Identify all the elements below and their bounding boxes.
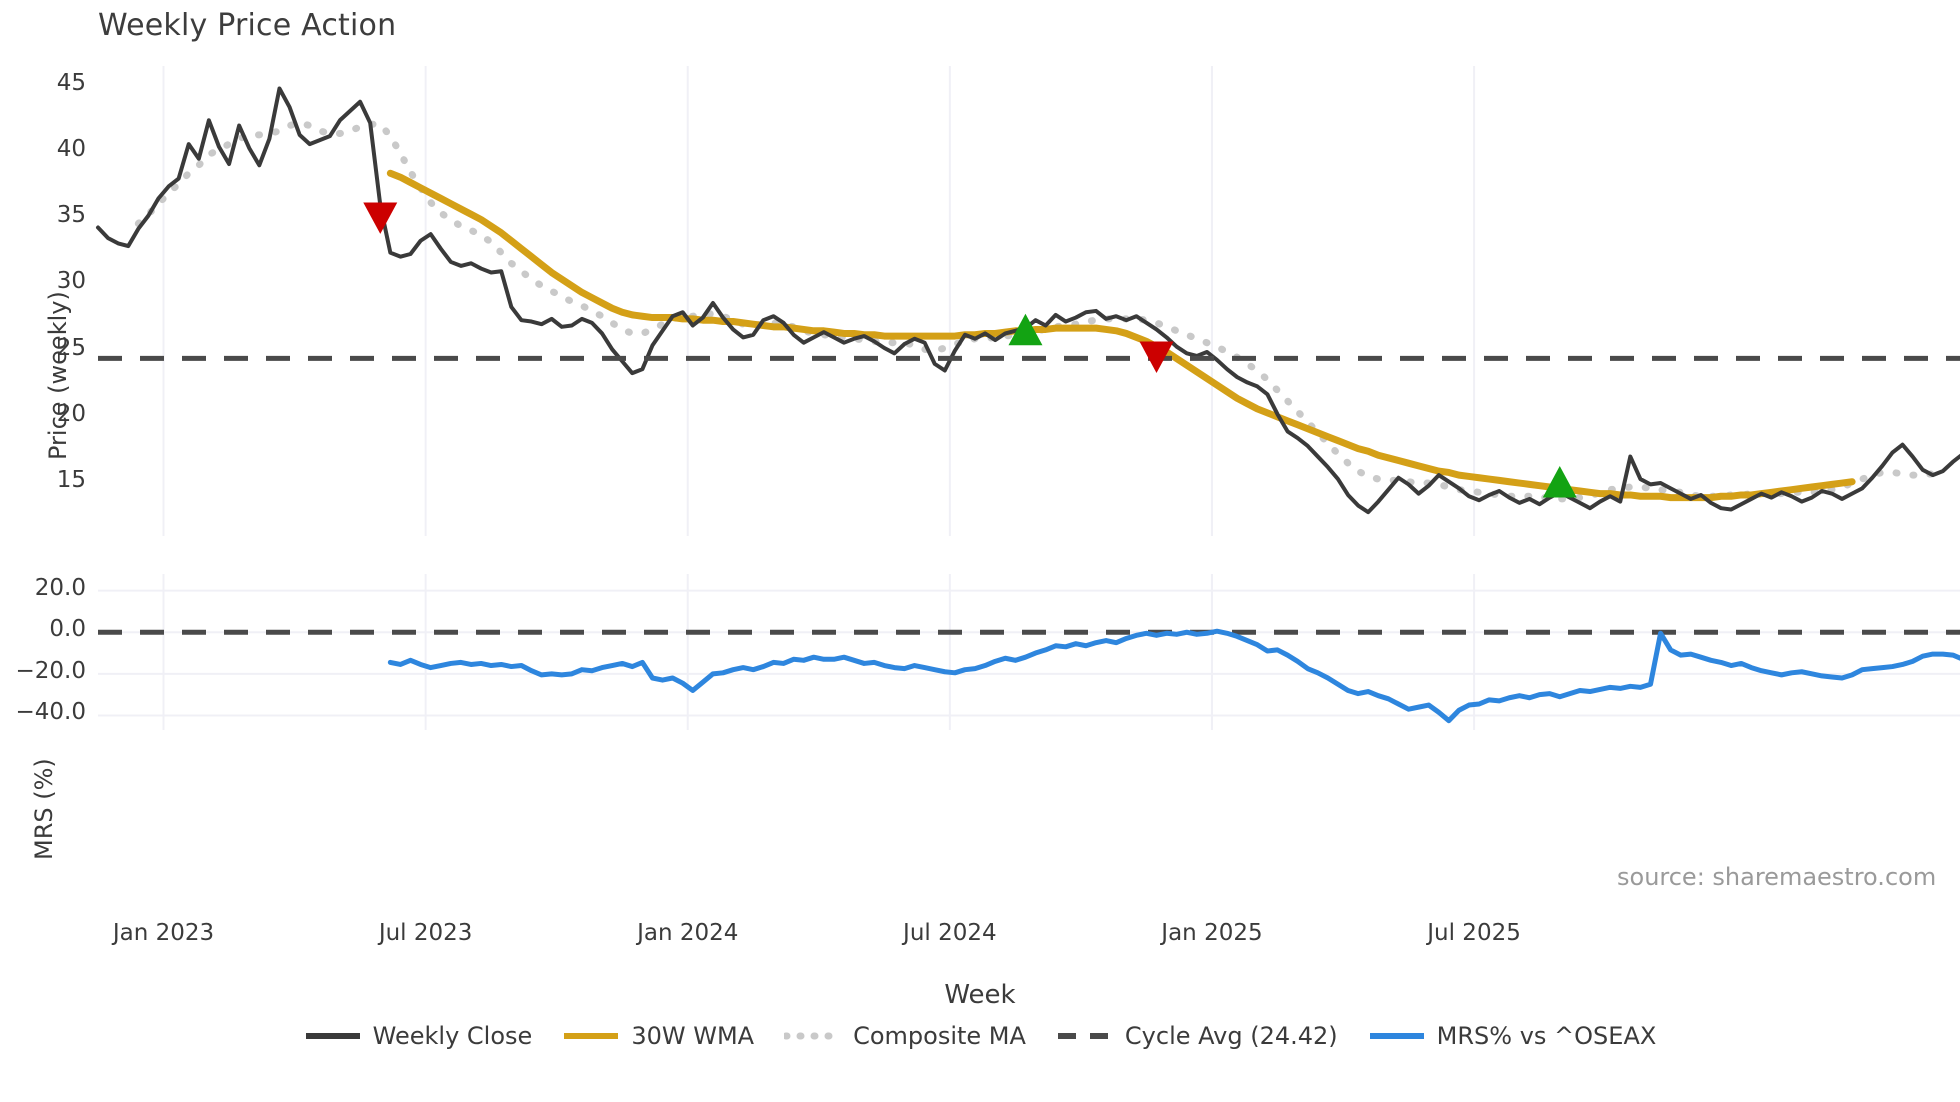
legend-swatch-icon: [1368, 1027, 1426, 1045]
page-title: Weekly Price Action: [98, 8, 397, 43]
mrs-y-tick: 0.0: [49, 616, 86, 643]
legend-label: Weekly Close: [372, 1022, 533, 1050]
legend-item-3[interactable]: Cycle Avg (24.42): [1056, 1022, 1338, 1050]
x-tick: Jul 2025: [1427, 920, 1521, 946]
x-tick: Jul 2023: [378, 920, 473, 946]
price-y-tick: 25: [56, 334, 86, 361]
legend-label: Composite MA: [853, 1022, 1026, 1050]
price-y-tick: 15: [56, 467, 86, 494]
mrs-y-tick: −20.0: [15, 657, 86, 684]
price-y-tick: 30: [56, 268, 86, 295]
legend-item-2[interactable]: Composite MA: [784, 1022, 1026, 1050]
mrs-y-tick: −40.0: [15, 699, 86, 726]
legend-label: MRS% vs ^OSEAX: [1436, 1022, 1657, 1050]
legend-item-0[interactable]: Weekly Close: [304, 1022, 533, 1050]
marker-buy[interactable]: [1542, 466, 1577, 498]
legend-label: Cycle Avg (24.42): [1124, 1022, 1338, 1050]
legend-swatch-icon: [304, 1027, 362, 1045]
price-y-tick: 20: [56, 400, 86, 427]
legend-label: 30W WMA: [631, 1022, 755, 1050]
price-y-tick: 40: [56, 136, 86, 163]
marker-sell[interactable]: [363, 202, 398, 234]
price-y-tick: 45: [56, 69, 86, 96]
legend-swatch-icon: [784, 1027, 843, 1045]
x-tick: Jan 2023: [112, 920, 215, 946]
legend-item-1[interactable]: 30W WMA: [562, 1022, 754, 1050]
series-mrs: [387, 628, 1960, 724]
legend-swatch-icon: [562, 1027, 620, 1045]
x-axis-label: Week: [944, 980, 1016, 1010]
marker-sell[interactable]: [1139, 341, 1174, 373]
x-tick: Jan 2024: [637, 920, 739, 946]
legend-item-4[interactable]: MRS% vs ^OSEAX: [1368, 1022, 1657, 1050]
marker-buy[interactable]: [1008, 313, 1043, 346]
series-30w-wma: [386, 169, 1856, 502]
price-y-tick: 35: [56, 202, 86, 229]
chart-legend: Weekly Close 30W WMA Composite MA Cycle Avg…: [0, 1022, 1960, 1050]
x-tick: Jan 2025: [1161, 920, 1263, 946]
legend-swatch-icon: [1056, 1027, 1114, 1045]
x-tick: Jul 2024: [903, 920, 997, 946]
mrs-y-tick: 20.0: [34, 574, 86, 601]
source-watermark: source: sharemaestro.com: [1617, 863, 1937, 891]
series-weekly-close: [96, 86, 1960, 515]
plot-canvas: [96, 66, 1960, 730]
